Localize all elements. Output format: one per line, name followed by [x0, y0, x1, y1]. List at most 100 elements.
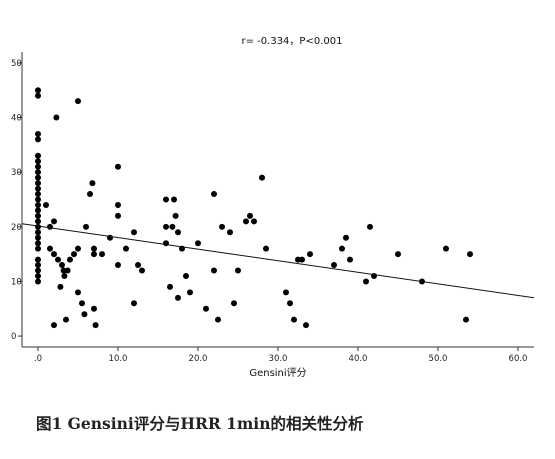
data-point	[35, 87, 41, 94]
data-point	[115, 212, 121, 219]
data-point	[167, 283, 173, 290]
data-point	[172, 212, 179, 219]
data-point	[195, 240, 201, 247]
data-point	[35, 152, 41, 159]
data-point	[307, 251, 313, 258]
data-point	[175, 229, 181, 236]
data-point	[343, 234, 349, 241]
data-point	[123, 245, 129, 252]
data-point	[87, 191, 93, 198]
data-points	[35, 87, 473, 329]
data-point	[35, 92, 41, 99]
data-point	[35, 158, 41, 165]
x-tick-label: 60.0	[509, 354, 528, 364]
data-point	[89, 180, 96, 187]
chart-title: r= -0.334，P<0.001	[242, 36, 343, 47]
data-point	[35, 191, 41, 198]
data-point	[463, 316, 469, 323]
data-point	[215, 316, 221, 323]
data-point	[139, 267, 145, 274]
data-point	[211, 191, 217, 198]
y-tick-label: 30	[11, 168, 22, 178]
data-point	[81, 311, 88, 318]
data-point	[115, 201, 121, 208]
data-point	[59, 262, 65, 269]
x-tick-label: .0	[34, 354, 42, 364]
data-point	[51, 251, 57, 258]
data-point	[91, 245, 97, 252]
y-axis-ticks: 0 10 20 30 40 50	[11, 59, 22, 342]
data-point	[299, 256, 305, 263]
data-point	[303, 322, 309, 329]
data-point	[291, 316, 297, 323]
data-point	[219, 223, 225, 230]
data-point	[115, 262, 121, 269]
y-tick-label: 40	[11, 114, 22, 124]
data-point	[75, 289, 81, 296]
data-point	[79, 300, 85, 307]
data-point	[47, 245, 53, 252]
data-point	[203, 305, 209, 312]
regression-line	[21, 223, 535, 299]
x-tick-label: 40.0	[349, 354, 368, 364]
data-point	[64, 267, 71, 274]
data-point	[187, 289, 193, 296]
data-point	[35, 245, 41, 252]
data-point	[35, 272, 41, 279]
data-point	[35, 218, 41, 225]
data-point	[363, 278, 369, 285]
data-point	[67, 256, 73, 263]
data-point	[35, 201, 41, 208]
data-point	[71, 251, 77, 258]
data-point	[35, 174, 41, 181]
data-point	[35, 229, 41, 236]
figure-caption: 图1 Gensini评分与HRR 1min的相关性分析	[36, 414, 364, 433]
data-point	[347, 256, 353, 263]
data-point	[35, 234, 41, 241]
data-point	[339, 245, 345, 252]
y-tick-label: 20	[11, 223, 22, 233]
data-point	[35, 185, 41, 192]
data-point	[467, 251, 473, 258]
data-point	[183, 272, 189, 279]
data-point	[169, 223, 176, 230]
data-point	[211, 267, 217, 274]
data-point	[51, 218, 57, 225]
data-point	[83, 223, 89, 230]
data-point	[35, 180, 41, 187]
data-point	[331, 262, 337, 269]
data-point	[35, 240, 41, 247]
y-tick-label: 50	[11, 59, 22, 69]
data-point	[231, 300, 237, 307]
data-point	[243, 218, 249, 225]
data-point	[51, 322, 57, 329]
data-point	[61, 272, 68, 279]
x-axis-label: Gensini评分	[249, 367, 306, 379]
data-point	[131, 229, 137, 236]
data-point	[35, 267, 41, 274]
data-point	[395, 251, 401, 258]
data-point	[131, 300, 137, 307]
data-point	[92, 322, 99, 329]
y-tick-label: 0	[11, 332, 16, 342]
data-point	[283, 289, 289, 296]
data-point	[75, 245, 81, 252]
data-point	[135, 262, 141, 269]
data-point	[443, 245, 449, 252]
data-point	[287, 300, 293, 307]
data-point	[55, 256, 61, 263]
data-point	[35, 278, 41, 285]
data-point	[75, 98, 81, 105]
data-point	[171, 196, 177, 203]
data-point	[263, 245, 269, 252]
data-point	[35, 212, 41, 219]
x-tick-label: 30.0	[269, 354, 288, 364]
data-point	[367, 223, 373, 230]
data-point	[35, 136, 41, 143]
data-point	[35, 130, 41, 137]
data-point	[227, 229, 233, 236]
data-point	[35, 262, 41, 269]
data-point	[251, 218, 257, 225]
data-point	[47, 223, 53, 230]
data-point	[53, 114, 60, 121]
